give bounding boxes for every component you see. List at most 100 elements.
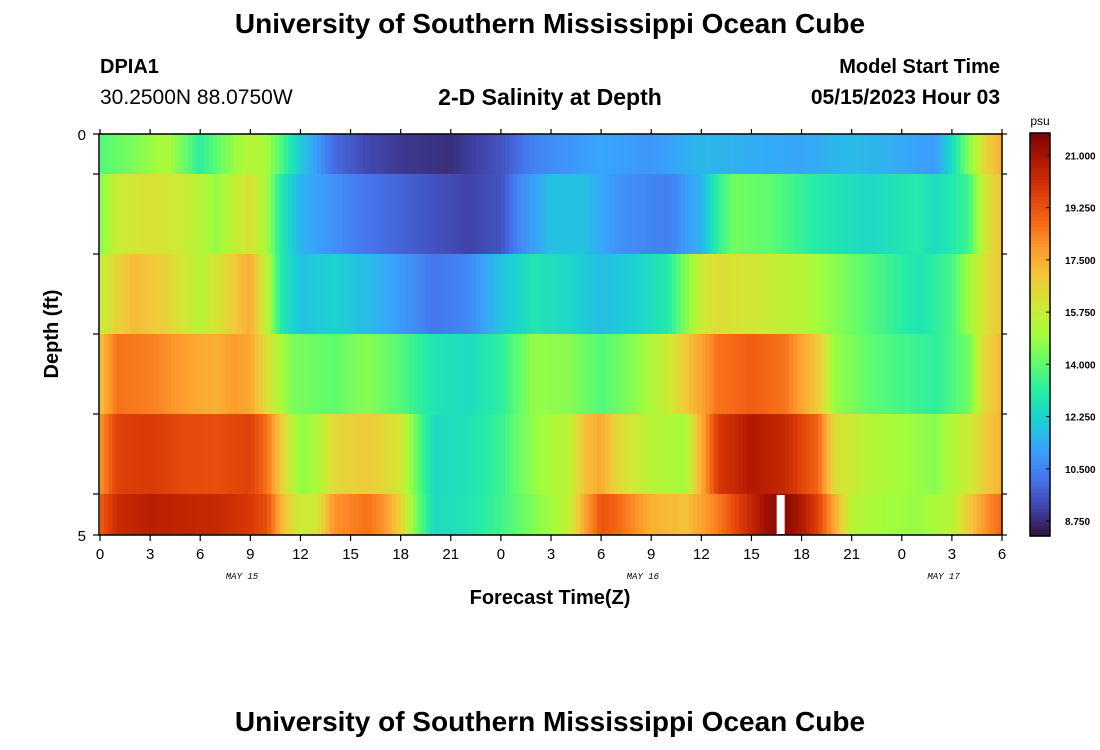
heatmap-cell — [166, 414, 172, 494]
colorbar-segment — [1030, 492, 1050, 497]
heatmap-cell — [525, 334, 531, 414]
heatmap-cell — [918, 174, 924, 254]
heatmap-cell — [613, 174, 619, 254]
heatmap-cell — [492, 494, 498, 535]
heatmap-cell — [187, 414, 193, 494]
heatmap-cell — [981, 494, 986, 535]
heatmap-cell — [229, 414, 235, 494]
heatmap-cell — [513, 334, 519, 414]
heatmap-cell — [680, 174, 686, 254]
heatmap-cell — [655, 494, 661, 535]
heatmap-cell — [292, 174, 297, 254]
heatmap-cell — [910, 174, 915, 254]
heatmap-cell — [129, 254, 135, 334]
colorbar-segment — [1030, 391, 1050, 396]
heatmap-cell — [956, 494, 961, 535]
heatmap-cell — [221, 174, 226, 254]
colorbar-segment — [1030, 519, 1050, 524]
heatmap-cell — [525, 174, 531, 254]
heatmap-cell — [759, 174, 765, 254]
heatmap-cell — [204, 134, 210, 174]
heatmap-cell — [120, 174, 126, 254]
colorbar-segment — [1030, 525, 1050, 530]
heatmap-cell — [480, 174, 485, 254]
heatmap-cell — [267, 254, 272, 334]
heatmap-cell — [743, 414, 748, 494]
heatmap-cell — [701, 334, 707, 414]
heatmap-cell — [588, 414, 594, 494]
heatmap-cell — [738, 254, 744, 334]
heatmap-cell — [672, 254, 677, 334]
heatmap-cell — [843, 494, 849, 535]
heatmap-cell — [596, 334, 602, 414]
heatmap-cell — [350, 254, 356, 334]
heatmap-cell — [617, 254, 623, 334]
heatmap-cell — [576, 134, 581, 174]
heatmap-cell — [145, 414, 151, 494]
heatmap-cell — [663, 494, 669, 535]
heatmap-cell — [454, 334, 460, 414]
heatmap-cell — [997, 414, 1003, 494]
heatmap-cell — [208, 414, 214, 494]
heatmap-cell — [630, 134, 636, 174]
heatmap-cell — [805, 254, 811, 334]
heatmap-cell — [651, 254, 656, 334]
heatmap-cell — [893, 134, 899, 174]
heatmap-cell — [989, 134, 995, 174]
heatmap-cell — [780, 414, 786, 494]
heatmap-cell — [442, 414, 448, 494]
heatmap-cell — [388, 134, 393, 174]
heatmap-cell — [346, 414, 352, 494]
heatmap-cell — [233, 414, 239, 494]
heatmap-cell — [480, 254, 485, 334]
heatmap-cell — [914, 494, 920, 535]
heatmap-cell — [162, 134, 168, 174]
heatmap-cell — [563, 254, 569, 334]
colorbar-segment — [1030, 136, 1050, 141]
heatmap-cell — [438, 134, 444, 174]
heatmap-cell — [768, 174, 773, 254]
heatmap-cell — [843, 134, 849, 174]
heatmap-cell — [258, 254, 264, 334]
heatmap-cell — [868, 334, 874, 414]
heatmap-cell — [375, 494, 381, 535]
heatmap-cell — [834, 134, 840, 174]
heatmap-cell — [784, 174, 790, 254]
heatmap-cell — [304, 494, 310, 535]
heatmap-cell — [129, 134, 135, 174]
heatmap-cell — [617, 134, 623, 174]
heatmap-cell — [333, 494, 339, 535]
heatmap-cell — [392, 254, 398, 334]
heatmap-cell — [429, 334, 435, 414]
heatmap-cell — [605, 334, 611, 414]
heatmap-cell — [321, 414, 327, 494]
heatmap-cell — [338, 174, 343, 254]
heatmap-cell — [880, 334, 886, 414]
heatmap-cell — [187, 174, 193, 254]
heatmap-cell — [814, 494, 819, 535]
heatmap-cell — [947, 134, 953, 174]
heatmap-cell — [605, 254, 611, 334]
heatmap-cell — [626, 174, 631, 254]
heatmap-cell — [258, 494, 264, 535]
heatmap-cell — [229, 174, 235, 254]
heatmap-cell — [216, 254, 222, 334]
heatmap-cell — [722, 334, 727, 414]
heatmap-cell — [851, 334, 857, 414]
heatmap-cell — [317, 254, 322, 334]
heatmap-cell — [580, 334, 586, 414]
heatmap-cell — [747, 334, 753, 414]
heatmap-cell — [763, 494, 769, 535]
heatmap-cell — [638, 334, 644, 414]
heatmap-cell — [267, 414, 272, 494]
heatmap-cell — [801, 414, 807, 494]
heatmap-cell — [333, 334, 339, 414]
heatmap-cell — [789, 334, 794, 414]
heatmap-cell — [129, 494, 135, 535]
heatmap-cell — [931, 174, 936, 254]
heatmap-cell — [672, 134, 677, 174]
heatmap-cell — [258, 174, 264, 254]
heatmap-cell — [283, 494, 289, 535]
colorbar-segment — [1030, 532, 1050, 537]
heatmap-cell — [484, 174, 489, 254]
